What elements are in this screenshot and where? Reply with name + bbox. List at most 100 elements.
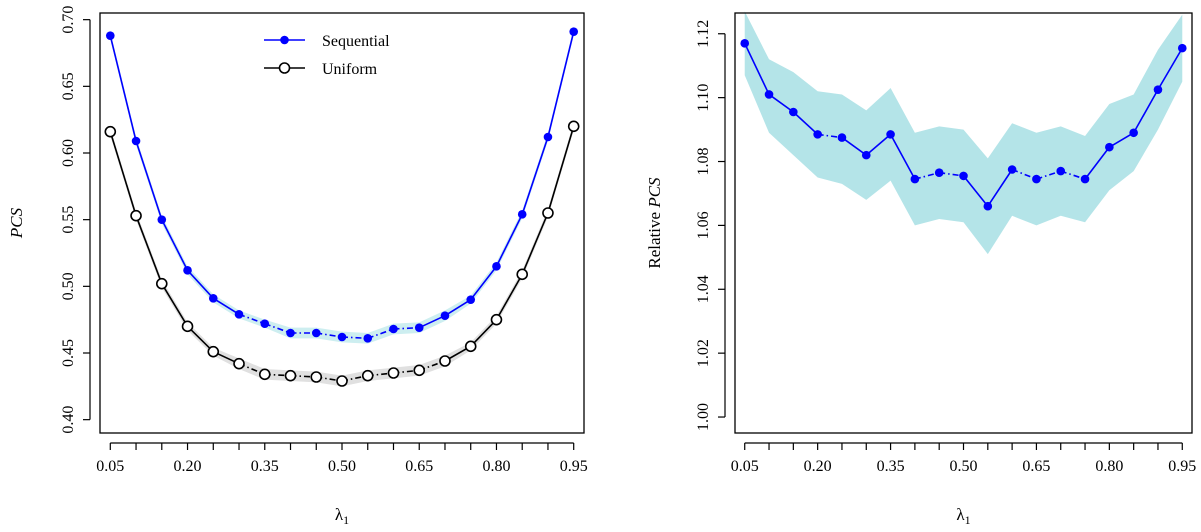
data-point	[413, 364, 426, 377]
x-axis-title: λ1	[956, 505, 970, 527]
legend-marker	[278, 62, 291, 74]
y-tick-label: 1.08	[695, 148, 712, 176]
series-line-segment	[135, 215, 163, 284]
data-point	[363, 334, 373, 343]
series-line-segment	[367, 328, 394, 340]
x-tick-label: 0.20	[174, 458, 202, 475]
series-line-segment	[962, 175, 989, 207]
x-tick-label: 0.80	[1095, 458, 1123, 475]
data-point	[983, 201, 993, 211]
series-line-segment	[744, 42, 770, 95]
y-tick-label: 1.04	[695, 275, 712, 303]
data-point	[569, 27, 579, 36]
series-line-segment	[987, 169, 1013, 207]
y-tick-label: 1.10	[695, 84, 712, 112]
series-line-segment	[792, 111, 819, 135]
x-axis: 0.05 0.20 0.35 0.50 0.65 0.80 0.95	[96, 442, 588, 475]
series-line-segment	[470, 265, 498, 301]
x-axis: 0.05 0.20 0.35 0.50 0.65 0.80 0.95	[731, 442, 1196, 475]
data-point	[837, 133, 847, 142]
x-tick-label: 0.35	[251, 458, 279, 475]
x-axis-title-symbol: λ	[335, 505, 344, 524]
y-axis-title-word: Relative	[645, 208, 664, 269]
x-tick-label: 0.95	[1168, 458, 1196, 475]
series-line-segment	[212, 297, 240, 316]
y-tick-label: 1.00	[695, 403, 712, 431]
x-tick-label: 0.35	[877, 458, 905, 475]
series-line-segment	[238, 313, 266, 325]
data-point	[130, 209, 142, 222]
data-point	[1032, 174, 1041, 184]
data-point	[439, 355, 451, 367]
series-line-segment	[889, 133, 916, 180]
data-point	[466, 295, 476, 304]
data-point	[361, 369, 374, 382]
data-point	[1080, 174, 1090, 184]
series-line-segment	[1011, 168, 1037, 180]
data-point	[284, 369, 297, 382]
y-axis: 0.40 0.45 0.50 0.55 0.60 0.65 0.70	[60, 6, 91, 434]
x-axis-title-text: λ1	[335, 505, 349, 527]
data-point	[543, 132, 553, 142]
series-line-segment	[109, 131, 137, 216]
data-point	[934, 168, 944, 177]
series-line-segment	[547, 31, 575, 138]
data-point	[813, 130, 822, 139]
series-line-segment	[1132, 89, 1159, 134]
data-point	[567, 120, 580, 133]
series-line-segment	[768, 93, 794, 113]
data-point	[492, 262, 501, 271]
x-tick-label: 0.65	[1022, 458, 1050, 475]
series-line-segment	[470, 319, 498, 347]
series-line-segment	[264, 322, 291, 334]
series-line-segment	[521, 212, 549, 275]
series-line-segment	[865, 133, 892, 156]
data-point	[414, 323, 424, 332]
data-point	[959, 171, 968, 181]
chart-pcs: 0.05 0.20 0.35 0.50 0.65 0.80 0.95 0.40 0.45 0.5…	[7, 6, 588, 527]
series-line-segment	[495, 213, 523, 267]
y-tick-label: 1.12	[695, 20, 712, 48]
y-axis: 1.00 1.02 1.04 1.06 1.08 1.10 1.12	[695, 20, 726, 431]
x-tick-label: 0.80	[482, 458, 510, 475]
legend-label: Uniform	[322, 61, 378, 78]
data-point	[1007, 165, 1017, 174]
series-line-segment	[1157, 47, 1183, 91]
y-tick-label: 1.02	[695, 339, 712, 367]
x-tick-label: 0.50	[950, 458, 978, 475]
series-line-segment	[161, 283, 189, 327]
data-point	[258, 368, 271, 381]
y-axis-title-word: PCS	[645, 177, 664, 209]
x-tick-label: 0.05	[731, 458, 759, 475]
y-tick-label: 0.60	[60, 139, 77, 167]
data-point	[789, 107, 798, 117]
y-tick-label: 1.06	[695, 211, 712, 239]
data-point	[464, 340, 477, 353]
data-point	[234, 310, 244, 319]
x-axis-title-subscript: 1	[343, 513, 349, 527]
data-point	[886, 130, 895, 139]
series-line-segment	[547, 126, 575, 214]
plot-frame	[734, 12, 1193, 434]
x-axis-title-text: λ1	[956, 505, 970, 527]
legend: Sequential Uniform	[264, 33, 390, 78]
y-tick-label: 0.70	[60, 6, 77, 34]
x-tick-label: 0.50	[328, 458, 356, 475]
series-line-segment	[1108, 132, 1135, 148]
series-line-segment	[495, 273, 523, 321]
x-axis-title-symbol: λ	[956, 505, 965, 524]
data-point	[131, 136, 141, 146]
y-tick-label: 0.50	[60, 272, 77, 300]
data-point	[1056, 166, 1066, 176]
data-point	[1129, 128, 1138, 138]
series-points	[740, 39, 1187, 211]
y-tick-label: 0.40	[60, 406, 77, 434]
data-point	[183, 266, 192, 275]
x-axis-title-subscript: 1	[965, 513, 971, 527]
legend-marker	[280, 35, 289, 45]
data-point	[517, 210, 527, 219]
data-point	[104, 125, 117, 138]
data-point	[1177, 43, 1187, 53]
data-point	[910, 174, 920, 184]
series-line-segment	[109, 35, 137, 142]
